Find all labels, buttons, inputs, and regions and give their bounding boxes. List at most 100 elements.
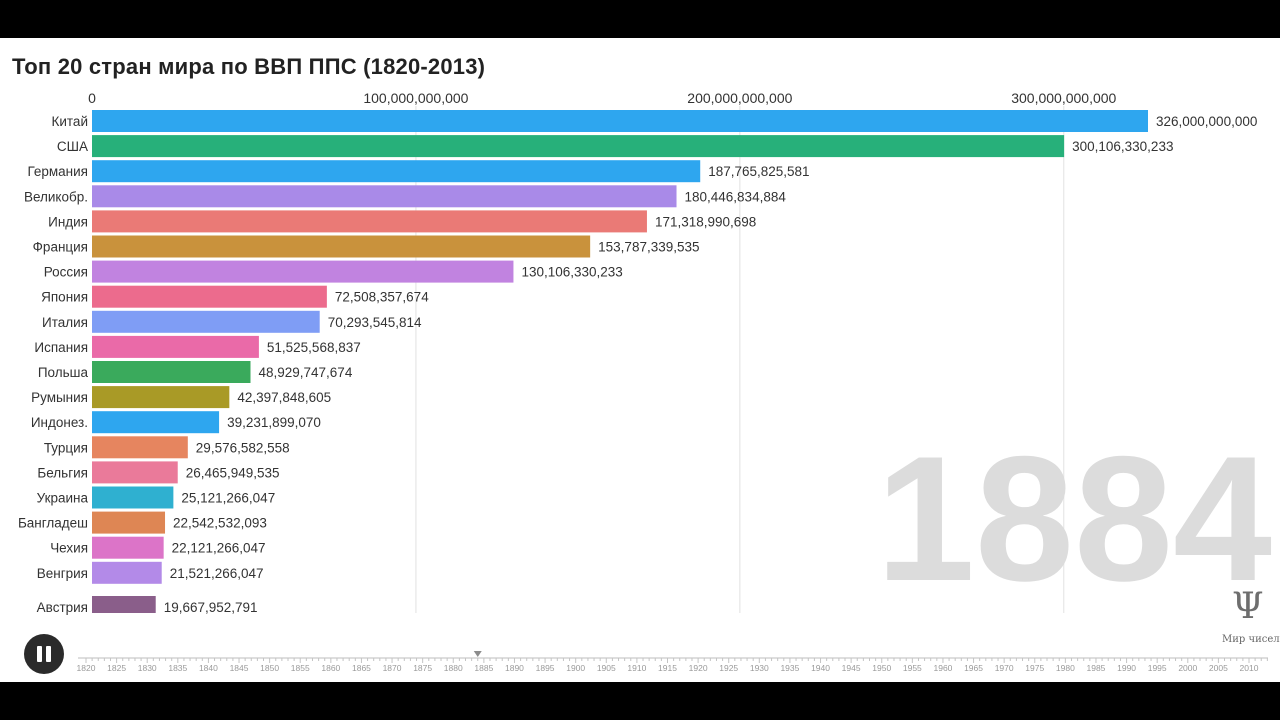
timeline-label: 1850 [260,663,279,673]
timeline-label: 1935 [780,663,799,673]
value-label: 42,397,848,605 [237,390,331,405]
timeline-label: 1875 [413,663,432,673]
value-label: 48,929,747,674 [258,365,352,380]
timeline-label: 1920 [689,663,708,673]
value-label: 39,231,899,070 [227,415,321,430]
bar [92,386,230,409]
value-label: 21,521,266,047 [170,566,264,581]
bar [92,160,701,183]
bar [92,260,514,283]
bar [92,561,162,584]
category-label: Франция [33,240,88,255]
timeline-marker-icon [473,651,482,657]
timeline-label: 1970 [995,663,1014,673]
value-label: 300,106,330,233 [1072,139,1173,154]
timeline-label: 1940 [811,663,830,673]
timeline-label: 1955 [903,663,922,673]
category-label: Индия [48,214,88,229]
value-label: 180,446,834,884 [685,189,787,204]
category-label: Польша [38,365,89,380]
bar [92,461,178,484]
category-label: Испания [34,340,88,355]
timeline-label: 1820 [77,663,96,673]
timeline-label: 1835 [168,663,187,673]
value-label: 70,293,545,814 [328,315,422,330]
timeline-label: 1880 [444,663,463,673]
value-label: 72,508,357,674 [335,290,429,305]
value-label: 29,576,582,558 [196,440,290,455]
pause-button[interactable] [24,634,64,674]
brand-name: Мир чисел [1222,634,1280,645]
category-label: Россия [44,265,88,280]
x-tick-label: 0 [88,90,96,106]
timeline-label: 1975 [1025,663,1044,673]
category-label: Япония [41,290,88,305]
chart-frame: Топ 20 стран мира по ВВП ППС (1820-2013)… [0,38,1280,682]
bar [92,285,327,308]
timeline-label: 1950 [872,663,891,673]
category-label: Германия [27,164,88,179]
timeline-label: 1965 [964,663,983,673]
timeline-label: 1890 [505,663,524,673]
category-label: Турция [44,440,88,455]
timeline-label: 1985 [1087,663,1106,673]
timeline-label: 1900 [566,663,585,673]
category-label: Чехия [50,541,88,556]
x-tick-label: 200,000,000,000 [687,90,792,106]
bar [92,436,188,459]
bar [92,511,166,534]
pause-icon-bar [46,646,51,662]
category-label: Италия [42,315,88,330]
timeline-label: 1910 [627,663,646,673]
value-label: 26,465,949,535 [186,465,280,480]
chart-title: Топ 20 стран мира по ВВП ППС (1820-2013) [12,54,486,79]
category-label: Китай [52,114,89,129]
timeline-label: 1990 [1117,663,1136,673]
value-label: 187,765,825,581 [708,164,809,179]
value-label: 19,667,952,791 [164,600,258,615]
timeline-label: 1885 [474,663,493,673]
category-label: США [57,139,88,154]
timeline-label: 2005 [1209,663,1228,673]
value-label: 51,525,568,837 [267,340,361,355]
value-label: 22,542,532,093 [173,516,267,531]
value-label: 153,787,339,535 [598,240,699,255]
timeline-label: 2010 [1240,663,1259,673]
category-label: Украина [37,491,89,506]
bar [92,185,677,208]
timeline-label: 1945 [842,663,861,673]
bar [92,235,591,258]
pause-icon [37,646,42,662]
x-tick-label: 300,000,000,000 [1011,90,1116,106]
category-label: Бангладеш [18,516,88,531]
current-year-watermark: 1884 [876,419,1272,618]
timeline-label: 1895 [536,663,555,673]
bar [92,210,647,233]
value-label: 326,000,000,000 [1156,114,1257,129]
category-label: Индонез. [31,415,88,430]
psi-logo-icon: Ψ [1232,586,1264,627]
category-label: Великобр. [24,189,88,204]
timeline-label: 1860 [321,663,340,673]
category-label: Румыния [31,390,88,405]
category-label: Австрия [37,600,88,615]
timeline-label: 1915 [658,663,677,673]
timeline-label: 1980 [1056,663,1075,673]
bar [92,361,251,383]
category-label: Венгрия [37,566,88,581]
timeline-label: 1830 [138,663,157,673]
value-label: 22,121,266,047 [172,541,266,556]
category-label: Бельгия [37,465,88,480]
bar [92,536,164,559]
bar [92,135,1065,158]
bar [92,335,259,358]
timeline-label: 1995 [1148,663,1167,673]
year-timeline[interactable]: 1820 1825 1830 1835 1840 1845 1850 1855 1860 1865… [0,38,1280,682]
bar-chart: 0 100,000,000,000 200,000,000,000 300,000,0… [18,90,1257,615]
timeline-label: 1925 [719,663,738,673]
timeline-label: 1825 [107,663,126,673]
timeline-label: 2000 [1178,663,1197,673]
timeline-label: 1870 [383,663,402,673]
timeline-label: 1840 [199,663,218,673]
timeline-label: 1845 [230,663,249,673]
